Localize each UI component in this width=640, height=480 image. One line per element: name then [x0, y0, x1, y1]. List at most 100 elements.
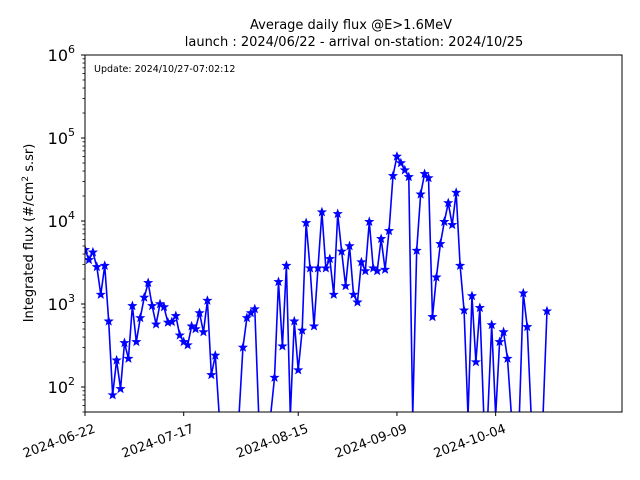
y-axis-label-sup: 2 — [21, 176, 31, 182]
data-point-marker — [336, 246, 347, 256]
data-point-marker — [522, 321, 533, 332]
data-point-marker — [123, 353, 134, 363]
data-point-marker — [143, 277, 154, 288]
data-point-marker — [447, 219, 458, 230]
data-point-marker — [376, 233, 387, 244]
y-tick-label: 104 — [48, 209, 75, 231]
data-point-marker — [269, 372, 280, 382]
data-point-marker — [237, 342, 249, 352]
data-point-marker — [498, 326, 509, 337]
data-point-marker — [494, 336, 505, 347]
y-tick-label: 102 — [48, 375, 75, 397]
data-point-marker — [297, 325, 308, 335]
data-point-marker — [387, 170, 399, 181]
data-point-marker — [383, 225, 395, 236]
data-point-marker — [431, 271, 442, 282]
data-point-marker — [166, 316, 177, 327]
data-point-marker — [316, 206, 327, 217]
data-point-marker — [111, 354, 122, 365]
data-point-marker — [301, 217, 312, 228]
data-point-marker — [277, 340, 288, 351]
y-axis-label: Integrated flux (#/cm2 s.sr) — [21, 144, 37, 323]
data-point-marker — [486, 319, 497, 330]
data-point-marker — [474, 302, 485, 313]
data-point-marker — [127, 300, 138, 311]
data-point-marker — [332, 208, 343, 219]
data-point-marker — [411, 245, 422, 255]
data-point-marker — [293, 364, 304, 375]
data-point-marker — [541, 305, 553, 316]
data-point-marker — [320, 262, 331, 273]
data-point-marker — [210, 350, 221, 360]
data-point-marker — [289, 315, 300, 326]
data-point-marker — [470, 356, 481, 367]
x-axis: 2024-06-22 2024-07-17 2024-08-15 2024-09-09… — [21, 412, 508, 462]
data-point-marker — [202, 295, 213, 305]
x-tick-label: 2024-06-22 — [21, 422, 97, 462]
y-axis-label-suffix: s.sr) — [22, 144, 37, 176]
data-point-marker — [435, 238, 446, 249]
data-point-marker — [194, 307, 205, 318]
chart-title: Average daily flux @E>1.6MeV — [250, 18, 452, 33]
data-point-marker — [518, 287, 529, 298]
data-point-marker — [198, 326, 209, 337]
y-tick-exponent: 4 — [68, 209, 75, 222]
data-point-marker — [415, 188, 426, 199]
update-annotation: Update: 2024/10/27-07:02:12 — [94, 64, 235, 75]
data-point-marker — [135, 312, 146, 323]
data-point-marker — [103, 315, 114, 326]
data-point-marker — [395, 157, 406, 168]
y-tick-base: 10 — [48, 46, 68, 65]
data-point-marker — [352, 296, 363, 307]
y-tick-base: 10 — [48, 129, 68, 148]
data-point-marker — [190, 323, 201, 334]
data-point-marker — [170, 310, 181, 321]
data-point-marker — [273, 276, 284, 287]
data-point-marker — [150, 318, 162, 329]
y-tick-base: 10 — [48, 212, 68, 231]
data-point-marker — [451, 187, 462, 197]
data-point-marker — [364, 216, 375, 227]
data-point-marker — [241, 312, 252, 323]
data-point-marker — [99, 260, 110, 270]
data-point-marker — [372, 265, 383, 276]
y-tick-exponent: 3 — [68, 292, 75, 305]
y-tick-exponent: 5 — [68, 126, 75, 139]
x-tick-label: 2024-10-04 — [432, 422, 508, 462]
data-point-marker — [403, 171, 414, 182]
data-point-marker — [344, 240, 355, 251]
series-layer — [85, 151, 553, 412]
data-point-marker — [502, 353, 513, 363]
data-point-marker — [360, 265, 371, 276]
data-point-marker — [443, 197, 454, 208]
data-point-marker — [380, 264, 391, 274]
data-point-marker — [139, 292, 150, 302]
x-tick-label: 2024-09-09 — [333, 422, 409, 462]
y-tick-label: 105 — [48, 126, 75, 148]
data-point-marker — [107, 389, 118, 400]
data-point-marker — [206, 369, 217, 380]
data-point-marker — [158, 301, 170, 312]
data-point-marker — [356, 256, 367, 267]
y-tick-label: 103 — [48, 292, 75, 314]
data-point-marker — [419, 168, 430, 179]
series-line — [85, 155, 548, 412]
x-tick-label: 2024-07-17 — [120, 422, 196, 462]
data-point-marker — [119, 337, 130, 348]
y-tick-base: 10 — [48, 295, 68, 314]
data-point-marker — [131, 336, 142, 347]
data-point-marker — [324, 253, 335, 264]
y-tick-label: 106 — [48, 43, 75, 65]
chart-subtitle: launch : 2024/06/22 - arrival on-station… — [185, 35, 523, 50]
y-axis-label-prefix: Integrated flux (#/cm — [22, 182, 37, 323]
data-point-marker — [85, 244, 91, 255]
data-point-marker — [115, 383, 126, 394]
data-point-marker — [458, 304, 470, 315]
data-point-marker — [328, 289, 339, 299]
data-point-marker — [439, 216, 450, 227]
data-point-marker — [455, 260, 466, 270]
data-point-marker — [182, 339, 193, 350]
data-point-marker — [427, 311, 438, 322]
